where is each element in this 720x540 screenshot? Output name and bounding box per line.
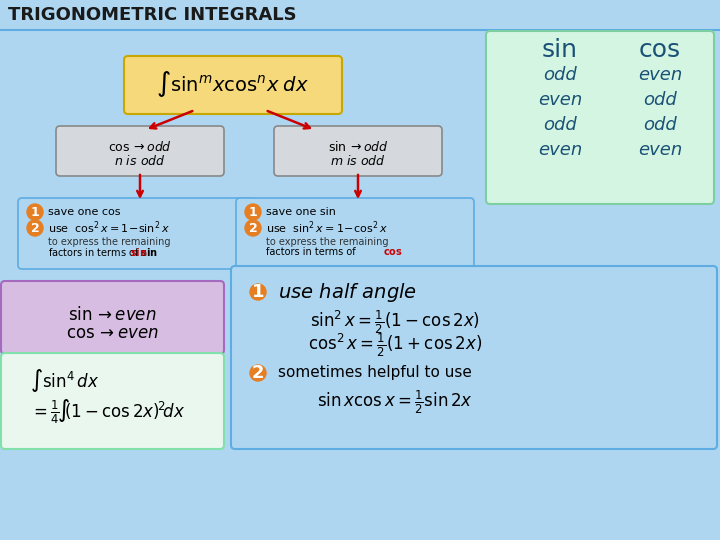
Circle shape: [250, 284, 266, 300]
Text: TRIGONOMETRIC INTEGRALS: TRIGONOMETRIC INTEGRALS: [8, 6, 297, 24]
Text: $\cos^2 x = \frac{1}{2}(1 + \cos 2x)$: $\cos^2 x = \frac{1}{2}(1 + \cos 2x)$: [308, 332, 482, 359]
Text: sin: sin: [542, 38, 578, 62]
Text: $\sin \rightarrow \mathit{even}$: $\sin \rightarrow \mathit{even}$: [68, 306, 156, 324]
Circle shape: [27, 204, 43, 220]
Text: sometimes helpful to use: sometimes helpful to use: [278, 366, 472, 381]
FancyBboxPatch shape: [1, 353, 224, 449]
FancyBboxPatch shape: [1, 281, 224, 354]
Circle shape: [27, 220, 43, 236]
Text: 2: 2: [248, 221, 257, 234]
Text: even: even: [538, 91, 582, 109]
FancyBboxPatch shape: [18, 198, 256, 269]
Text: 2: 2: [252, 364, 264, 382]
Text: $\sin^2 x = \frac{1}{2}(1 - \cos 2x)$: $\sin^2 x = \frac{1}{2}(1 - \cos 2x)$: [310, 308, 480, 336]
Text: odd: odd: [643, 91, 677, 109]
Text: $\cos \rightarrow \mathit{odd}$: $\cos \rightarrow \mathit{odd}$: [108, 140, 172, 154]
Text: cos: cos: [639, 38, 681, 62]
Text: factors in terms of $\bf{sin}$: factors in terms of $\bf{sin}$: [48, 246, 158, 258]
Text: $\sin \rightarrow \mathit{odd}$: $\sin \rightarrow \mathit{odd}$: [328, 140, 388, 154]
Text: odd: odd: [543, 66, 577, 84]
Text: 2: 2: [31, 221, 40, 234]
Text: 1: 1: [31, 206, 40, 219]
Text: $= \frac{1}{4}\!\int\!\!\left(1-\cos 2x\right)^{\!2}\!dx$: $= \frac{1}{4}\!\int\!\!\left(1-\cos 2x\…: [30, 397, 185, 427]
Text: $\mathbf{sin}$: $\mathbf{sin}$: [130, 246, 148, 258]
Circle shape: [245, 220, 261, 236]
Text: $\int \sin^4 dx$: $\int \sin^4 dx$: [30, 367, 99, 394]
Text: even: even: [638, 141, 682, 159]
Text: 1: 1: [248, 206, 257, 219]
Text: $m\ \mathit{is\ odd}$: $m\ \mathit{is\ odd}$: [330, 154, 386, 168]
Text: $\int \sin^m\! x\cos^n\! x\;dx$: $\int \sin^m\! x\cos^n\! x\;dx$: [156, 69, 308, 99]
FancyBboxPatch shape: [274, 126, 442, 176]
Text: use  $\sin^2 x = 1\!-\!\cos^2 x$: use $\sin^2 x = 1\!-\!\cos^2 x$: [266, 220, 388, 237]
Text: to express the remaining: to express the remaining: [48, 237, 171, 247]
Text: odd: odd: [543, 116, 577, 134]
FancyBboxPatch shape: [124, 56, 342, 114]
Text: to express the remaining: to express the remaining: [266, 237, 389, 247]
Circle shape: [250, 365, 266, 381]
Text: $n\ \mathit{is\ odd}$: $n\ \mathit{is\ odd}$: [114, 154, 166, 168]
Text: use  $\cos^2 x = 1\!-\!\sin^2 x$: use $\cos^2 x = 1\!-\!\sin^2 x$: [48, 220, 170, 237]
Bar: [0, 0, 720, 30]
Text: factors in terms of: factors in terms of: [266, 247, 356, 257]
FancyBboxPatch shape: [486, 31, 714, 204]
FancyBboxPatch shape: [231, 266, 717, 449]
Text: $\mathit{use\ half\ angle}$: $\mathit{use\ half\ angle}$: [278, 280, 417, 303]
Text: even: even: [638, 66, 682, 84]
Text: save one sin: save one sin: [266, 207, 336, 217]
Text: $\cos \rightarrow \mathit{even}$: $\cos \rightarrow \mathit{even}$: [66, 324, 158, 342]
Text: odd: odd: [643, 116, 677, 134]
FancyBboxPatch shape: [236, 198, 474, 269]
Circle shape: [245, 204, 261, 220]
Text: $\mathbf{cos}$: $\mathbf{cos}$: [383, 247, 402, 257]
Text: save one cos: save one cos: [48, 207, 120, 217]
Text: even: even: [538, 141, 582, 159]
FancyBboxPatch shape: [56, 126, 224, 176]
Text: $\sin x \cos x = \frac{1}{2}\sin 2x$: $\sin x \cos x = \frac{1}{2}\sin 2x$: [317, 388, 473, 416]
Text: 1: 1: [252, 283, 264, 301]
